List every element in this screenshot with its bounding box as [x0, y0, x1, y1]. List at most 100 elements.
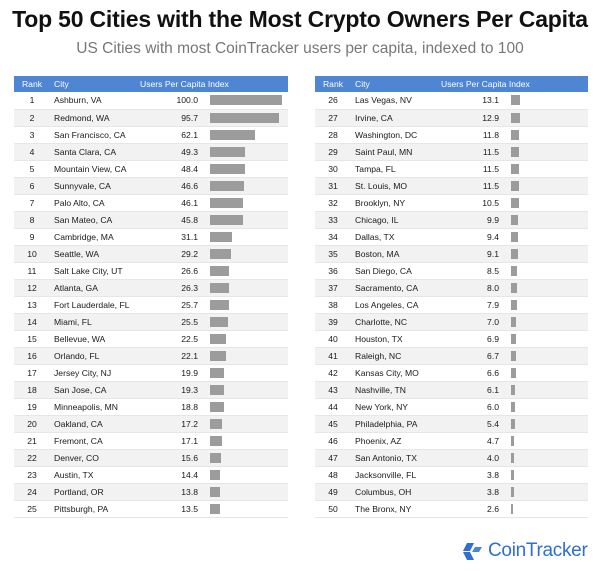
- table-row: 5 Mountain View, CA 48.4: [14, 160, 288, 178]
- city-cell: Austin, TX: [50, 466, 140, 484]
- index-value-cell: 26.3: [140, 279, 206, 297]
- table-row: 6 Sunnyvale, CA 46.6: [14, 177, 288, 195]
- index-value-cell: 48.4: [140, 160, 206, 178]
- bar-cell: [206, 415, 288, 433]
- city-cell: Brooklyn, NY: [351, 194, 441, 212]
- index-bar: [511, 333, 516, 344]
- index-bar: [511, 146, 520, 157]
- rank-cell: 28: [315, 126, 351, 144]
- table-row: 42 Kansas City, MO 6.6: [315, 364, 588, 382]
- bar-cell: [507, 262, 588, 280]
- page-subtitle: US Cities with most CoinTracker users pe…: [76, 40, 524, 57]
- cointracker-logo: CoinTracker: [462, 538, 588, 564]
- rank-cell: 26: [315, 92, 351, 110]
- city-cell: Phoenix, AZ: [351, 432, 441, 450]
- header-rank: Rank: [315, 76, 351, 92]
- index-bar: [210, 418, 223, 429]
- index-value-cell: 12.9: [441, 109, 507, 127]
- city-cell: Pittsburgh, PA: [50, 500, 140, 518]
- index-bar: [210, 401, 224, 412]
- index-bar: [210, 486, 220, 497]
- city-cell: Ashburn, VA: [50, 92, 140, 110]
- table-row: 45 Philadelphia, PA 5.4: [315, 415, 588, 433]
- index-value-cell: 49.3: [140, 143, 206, 161]
- index-value-cell: 2.6: [441, 500, 507, 518]
- city-cell: Minneapolis, MN: [50, 398, 140, 416]
- index-value-cell: 4.0: [441, 449, 507, 467]
- bar-cell: [507, 466, 588, 484]
- table-row: 14 Miami, FL 25.5: [14, 313, 288, 331]
- rank-cell: 46: [315, 432, 351, 450]
- table-row: 15 Bellevue, WA 22.5: [14, 330, 288, 348]
- rank-cell: 33: [315, 211, 351, 229]
- bar-cell: [206, 330, 288, 348]
- bar-cell: [206, 381, 288, 399]
- index-bar: [210, 435, 223, 446]
- index-bar: [210, 367, 225, 378]
- index-value-cell: 6.9: [441, 330, 507, 348]
- bar-cell: [507, 109, 588, 127]
- table-row: 38 Los Angeles, CA 7.9: [315, 296, 588, 314]
- header-city: City: [50, 76, 140, 92]
- index-value-cell: 22.5: [140, 330, 206, 348]
- bar-cell: [507, 483, 588, 501]
- index-value-cell: 3.8: [441, 466, 507, 484]
- index-bar: [511, 435, 515, 446]
- rank-cell: 8: [14, 211, 50, 229]
- bar-cell: [507, 245, 588, 263]
- rank-cell: 12: [14, 279, 50, 297]
- index-bar: [210, 350, 226, 361]
- city-cell: Portland, OR: [50, 483, 140, 501]
- bar-cell: [507, 347, 588, 365]
- table-row: 23 Austin, TX 14.4: [14, 466, 288, 484]
- table-row: 41 Raleigh, NC 6.7: [315, 347, 588, 365]
- index-bar: [210, 112, 279, 123]
- index-value-cell: 6.1: [441, 381, 507, 399]
- city-cell: The Bronx, NY: [351, 500, 441, 518]
- city-cell: Miami, FL: [50, 313, 140, 331]
- city-cell: Redmond, WA: [50, 109, 140, 127]
- city-cell: Tampa, FL: [351, 160, 441, 178]
- index-bar: [210, 316, 229, 327]
- bar-cell: [507, 398, 588, 416]
- city-cell: Sunnyvale, CA: [50, 177, 140, 195]
- table-row: 26 Las Vegas, NV 13.1: [315, 92, 588, 110]
- cointracker-logo-icon: [463, 543, 482, 560]
- rank-cell: 2: [14, 109, 50, 127]
- city-cell: San Jose, CA: [50, 381, 140, 399]
- bar-cell: [206, 432, 288, 450]
- rank-cell: 50: [315, 500, 351, 518]
- index-value-cell: 95.7: [140, 109, 206, 127]
- index-value-cell: 11.5: [441, 143, 507, 161]
- rank-cell: 35: [315, 245, 351, 263]
- rank-cell: 48: [315, 466, 351, 484]
- index-bar: [210, 469, 221, 480]
- rank-cell: 31: [315, 177, 351, 195]
- rank-cell: 16: [14, 347, 50, 365]
- table-row: 17 Jersey City, NJ 19.9: [14, 364, 288, 382]
- rank-cell: 5: [14, 160, 50, 178]
- index-bar: [511, 231, 518, 242]
- city-cell: Dallas, TX: [351, 228, 441, 246]
- table-row: 4 Santa Clara, CA 49.3: [14, 143, 288, 161]
- city-cell: Cambridge, MA: [50, 228, 140, 246]
- city-cell: Palo Alto, CA: [50, 194, 140, 212]
- bar-cell: [206, 347, 288, 365]
- city-cell: Las Vegas, NV: [351, 92, 441, 110]
- index-value-cell: 11.8: [441, 126, 507, 144]
- rank-cell: 40: [315, 330, 351, 348]
- index-bar: [511, 299, 517, 310]
- rank-cell: 24: [14, 483, 50, 501]
- index-bar: [210, 452, 222, 463]
- bar-cell: [507, 381, 588, 399]
- index-value-cell: 15.6: [140, 449, 206, 467]
- table-row: 3 San Francisco, CA 62.1: [14, 126, 288, 144]
- index-bar: [511, 469, 514, 480]
- table-row: 37 Sacramento, CA 8.0: [315, 279, 588, 297]
- rank-cell: 47: [315, 449, 351, 467]
- table-row: 8 San Mateo, CA 45.8: [14, 211, 288, 229]
- index-bar: [210, 231, 233, 242]
- rank-cell: 29: [315, 143, 351, 161]
- table-row: 20 Oakland, CA 17.2: [14, 415, 288, 433]
- logo-text: CoinTracker: [488, 540, 588, 561]
